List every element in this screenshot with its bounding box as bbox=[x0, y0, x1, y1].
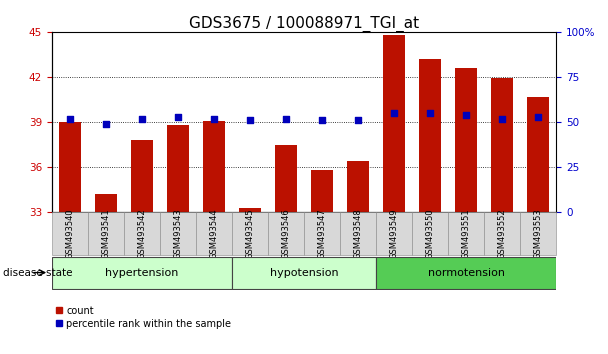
Point bbox=[533, 114, 543, 120]
Point bbox=[353, 118, 363, 123]
Bar bbox=[376, 212, 412, 255]
Bar bbox=[167, 125, 188, 212]
Text: normotension: normotension bbox=[427, 268, 505, 278]
Text: GSM493548: GSM493548 bbox=[354, 208, 362, 259]
Bar bbox=[340, 212, 376, 255]
Bar bbox=[383, 35, 405, 212]
Text: GSM493540: GSM493540 bbox=[65, 208, 74, 259]
Bar bbox=[420, 59, 441, 212]
Text: GSM493542: GSM493542 bbox=[137, 208, 147, 259]
Bar bbox=[95, 194, 117, 212]
Bar bbox=[448, 212, 484, 255]
Bar bbox=[528, 97, 549, 212]
Point bbox=[317, 118, 327, 123]
Text: hypotension: hypotension bbox=[270, 268, 338, 278]
Text: hypertension: hypertension bbox=[105, 268, 179, 278]
Point bbox=[65, 116, 75, 121]
Bar bbox=[311, 170, 333, 212]
Bar bbox=[232, 212, 268, 255]
Point bbox=[137, 116, 147, 121]
Bar bbox=[412, 212, 448, 255]
Point bbox=[281, 116, 291, 121]
Bar bbox=[59, 122, 80, 212]
Bar bbox=[275, 145, 297, 212]
Point bbox=[101, 121, 111, 127]
Bar bbox=[455, 68, 477, 212]
Text: GSM493546: GSM493546 bbox=[282, 208, 291, 259]
Bar bbox=[520, 212, 556, 255]
Text: GSM493547: GSM493547 bbox=[317, 208, 326, 259]
Bar bbox=[304, 212, 340, 255]
Text: GSM493552: GSM493552 bbox=[498, 208, 506, 259]
Bar bbox=[52, 212, 88, 255]
Bar bbox=[88, 212, 124, 255]
Title: GDS3675 / 100088971_TGI_at: GDS3675 / 100088971_TGI_at bbox=[189, 16, 419, 32]
Legend: count, percentile rank within the sample: count, percentile rank within the sample bbox=[57, 306, 231, 329]
Bar bbox=[347, 161, 369, 212]
Bar bbox=[131, 140, 153, 212]
Bar bbox=[491, 79, 513, 212]
Bar bbox=[124, 212, 160, 255]
Point bbox=[173, 114, 183, 120]
Bar bbox=[232, 257, 376, 289]
Point bbox=[461, 112, 471, 118]
Text: GSM493545: GSM493545 bbox=[246, 208, 254, 259]
Point bbox=[389, 110, 399, 116]
Bar bbox=[376, 257, 556, 289]
Text: GSM493551: GSM493551 bbox=[461, 208, 471, 259]
Bar bbox=[196, 212, 232, 255]
Bar bbox=[160, 212, 196, 255]
Point bbox=[209, 116, 219, 121]
Point bbox=[245, 118, 255, 123]
Text: GSM493541: GSM493541 bbox=[102, 208, 110, 259]
Bar bbox=[484, 212, 520, 255]
Bar bbox=[203, 121, 225, 212]
Text: GSM493549: GSM493549 bbox=[390, 208, 399, 259]
Bar bbox=[268, 212, 304, 255]
Text: GSM493553: GSM493553 bbox=[534, 208, 543, 259]
Text: GSM493550: GSM493550 bbox=[426, 208, 435, 259]
Point bbox=[426, 110, 435, 116]
Text: GSM493543: GSM493543 bbox=[173, 208, 182, 259]
Bar bbox=[52, 257, 232, 289]
Bar bbox=[239, 208, 261, 212]
Point bbox=[497, 116, 507, 121]
Text: GSM493544: GSM493544 bbox=[209, 208, 218, 259]
Text: disease state: disease state bbox=[3, 268, 72, 278]
